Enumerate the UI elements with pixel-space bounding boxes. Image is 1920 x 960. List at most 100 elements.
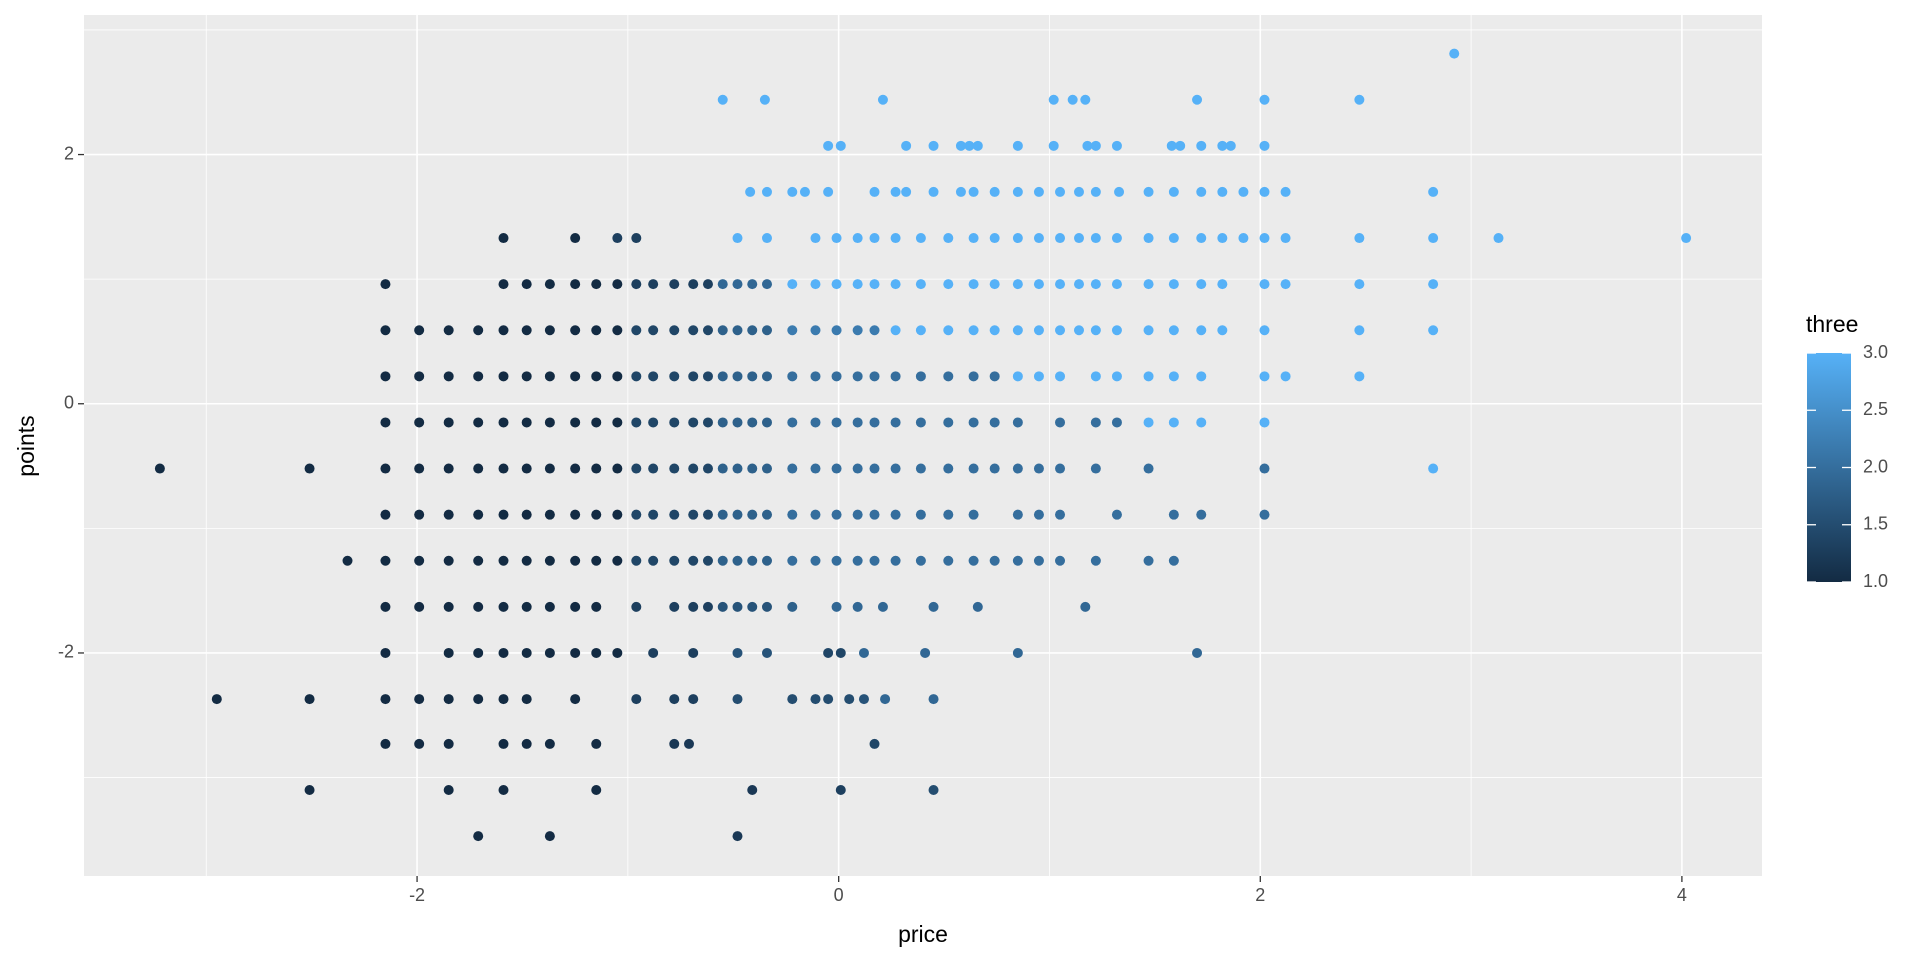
point: [943, 463, 954, 474]
point: [414, 417, 425, 428]
point: [591, 325, 602, 336]
point: [968, 279, 979, 290]
point: [631, 417, 642, 428]
point: [1168, 233, 1179, 244]
point: [1217, 233, 1228, 244]
point: [1111, 233, 1122, 244]
legend: three 1.0 1.5 2.0 2.5 3.0: [1806, 311, 1888, 591]
point: [669, 601, 680, 612]
point: [544, 509, 555, 520]
point: [1259, 140, 1270, 151]
point: [762, 601, 773, 612]
point: [631, 463, 642, 474]
point: [915, 371, 926, 382]
point: [631, 279, 642, 290]
point: [890, 371, 901, 382]
point: [972, 140, 983, 151]
point: [591, 417, 602, 428]
point: [473, 509, 484, 520]
point: [498, 555, 509, 566]
point: [631, 325, 642, 336]
point: [1354, 279, 1365, 290]
point: [717, 601, 728, 612]
point: [591, 601, 602, 612]
point: [1493, 233, 1504, 244]
legend-tick-label: 2.0: [1863, 456, 1888, 476]
point: [1012, 140, 1023, 151]
point: [648, 325, 659, 336]
point: [759, 94, 770, 105]
point: [1012, 509, 1023, 520]
x-tick-label: -2: [409, 885, 425, 905]
point: [1055, 463, 1066, 474]
point: [869, 738, 880, 749]
point: [747, 601, 758, 612]
point: [612, 325, 623, 336]
point: [762, 463, 773, 474]
point: [869, 417, 880, 428]
point: [688, 279, 699, 290]
point: [1280, 186, 1291, 197]
legend-tick-label: 3.0: [1863, 342, 1888, 362]
point: [1012, 279, 1023, 290]
point: [702, 417, 713, 428]
point: [831, 555, 842, 566]
point: [688, 601, 699, 612]
point: [380, 279, 391, 290]
point: [717, 371, 728, 382]
point: [498, 601, 509, 612]
point: [943, 555, 954, 566]
point: [1080, 94, 1091, 105]
point: [890, 417, 901, 428]
point: [1012, 463, 1023, 474]
point: [901, 186, 912, 197]
point: [498, 233, 509, 244]
point: [612, 371, 623, 382]
point: [787, 555, 798, 566]
point: [443, 463, 454, 474]
point: [732, 601, 743, 612]
point: [702, 371, 713, 382]
point: [955, 186, 966, 197]
point: [570, 233, 581, 244]
point: [1428, 233, 1439, 244]
point: [631, 233, 642, 244]
point: [688, 694, 699, 705]
point: [648, 509, 659, 520]
point: [648, 371, 659, 382]
point: [989, 186, 1000, 197]
point: [1033, 279, 1044, 290]
point: [1090, 417, 1101, 428]
point: [154, 463, 165, 474]
point: [702, 279, 713, 290]
point: [688, 647, 699, 658]
point: [1428, 325, 1439, 336]
point: [669, 694, 680, 705]
point: [1033, 325, 1044, 336]
point: [869, 463, 880, 474]
point: [498, 738, 509, 749]
point: [1012, 371, 1023, 382]
point: [915, 417, 926, 428]
point: [1166, 140, 1177, 151]
point: [890, 279, 901, 290]
point: [1196, 233, 1207, 244]
x-tick-label: 2: [1255, 885, 1265, 905]
point: [414, 371, 425, 382]
point: [1168, 186, 1179, 197]
point: [915, 233, 926, 244]
point: [612, 417, 623, 428]
point: [544, 463, 555, 474]
point: [732, 233, 743, 244]
point: [304, 785, 315, 796]
point: [1090, 555, 1101, 566]
point: [989, 463, 1000, 474]
point: [1012, 555, 1023, 566]
point: [787, 279, 798, 290]
point: [1111, 325, 1122, 336]
point: [688, 463, 699, 474]
point: [915, 555, 926, 566]
point: [747, 279, 758, 290]
point: [747, 785, 758, 796]
point: [443, 738, 454, 749]
